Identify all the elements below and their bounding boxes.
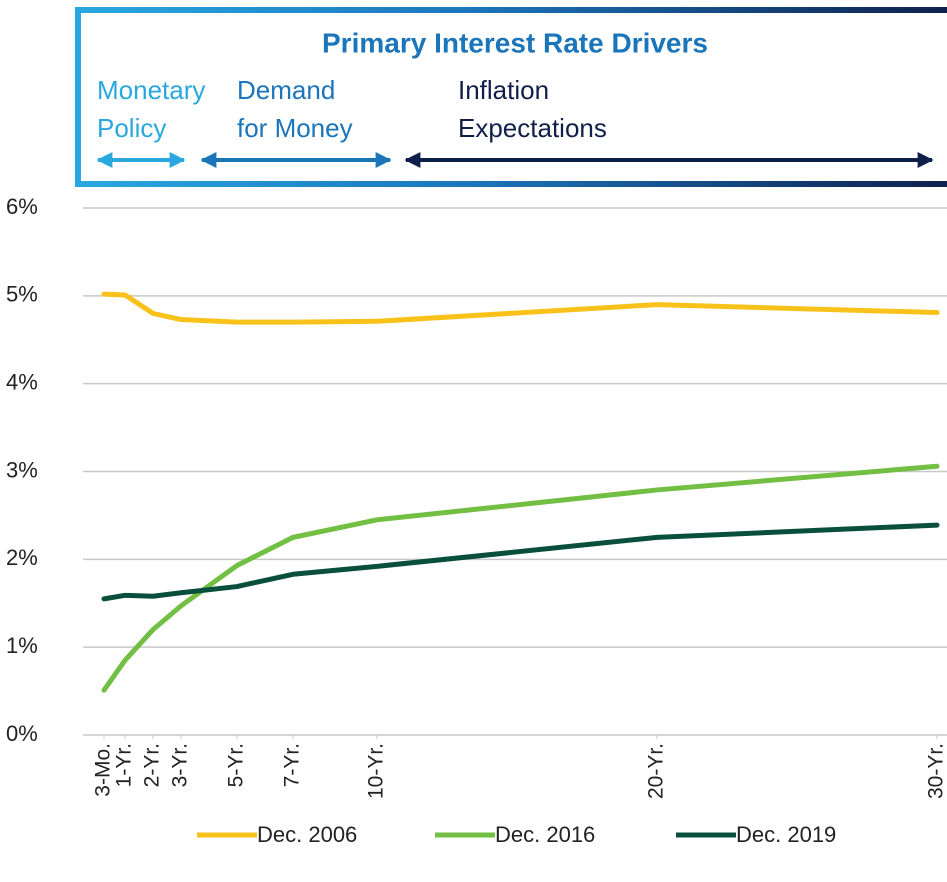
x-tick-label: 10-Yr.	[365, 743, 388, 799]
driver-label: Inflation	[458, 75, 549, 105]
chart-title: Primary Interest Rate Drivers	[322, 27, 708, 58]
legend-label: Dec. 2006	[257, 822, 357, 847]
driver-label: Demand	[237, 75, 335, 105]
driver-label: Monetary	[97, 75, 205, 105]
y-tick-label: 0%	[6, 721, 38, 746]
y-tick-label: 4%	[6, 369, 38, 394]
x-tick-label: 5-Yr.	[225, 743, 248, 787]
driver-label: for Money	[237, 113, 353, 143]
series-line	[101, 291, 940, 325]
driver-label: Expectations	[458, 113, 607, 143]
x-tick-label: 2-Yr.	[141, 743, 164, 787]
y-tick-label: 3%	[6, 457, 38, 482]
x-tick-label: 30-Yr.	[925, 743, 947, 799]
x-tick-label: 3-Yr.	[169, 743, 192, 787]
driver-label: Policy	[97, 113, 166, 143]
legend-label: Dec. 2016	[495, 822, 595, 847]
series-line	[101, 463, 940, 693]
x-tick-label: 20-Yr.	[645, 743, 668, 799]
y-tick-label: 6%	[6, 194, 38, 219]
y-tick-label: 5%	[6, 282, 38, 307]
y-tick-label: 1%	[6, 633, 38, 658]
y-tick-label: 2%	[6, 545, 38, 570]
x-tick-label: 1-Yr.	[113, 743, 136, 787]
series-line	[101, 522, 940, 602]
x-tick-label: 7-Yr.	[281, 743, 304, 787]
x-tick-label: 3-Mo.	[92, 743, 115, 797]
driver-box	[75, 7, 947, 187]
legend-label: Dec. 2019	[736, 822, 836, 847]
